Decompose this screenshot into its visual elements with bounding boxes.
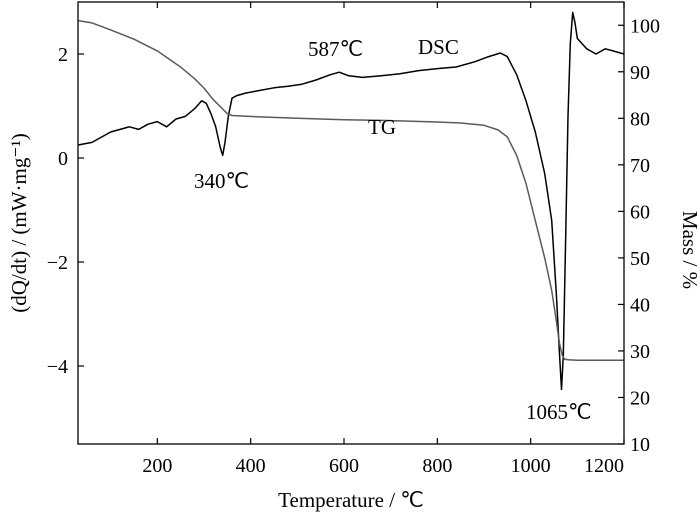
- x-tick-label: 1200: [584, 455, 624, 477]
- y-left-tick-label: 0: [58, 148, 68, 170]
- plot-frame: [77, 1, 625, 445]
- y-right-tick-label: 50: [630, 248, 650, 270]
- x-tick-label: 800: [422, 455, 452, 477]
- y-left-tick-label: −2: [47, 252, 68, 274]
- y-right-tick-label: 70: [630, 155, 650, 177]
- peak-340-label: 340℃: [194, 169, 249, 193]
- x-axis-title: Temperature / ℃: [278, 488, 424, 512]
- y-right-tick-label: 10: [630, 434, 650, 456]
- peak-1065-label: 1065℃: [526, 400, 592, 424]
- y-axis-right-title: Mass / %: [678, 211, 700, 289]
- x-tick-label: 600: [329, 455, 359, 477]
- x-tick-label: 400: [236, 455, 266, 477]
- y-right-tick-label: 60: [630, 201, 650, 223]
- y-right-tick-label: 80: [630, 108, 650, 130]
- y-right-tick-label: 40: [630, 294, 650, 316]
- y-right-tick-label: 100: [630, 15, 660, 37]
- y-axis-left-title: (dQ/dt) / (mW·mg⁻¹): [7, 133, 31, 313]
- tg-curve: [77, 19, 624, 362]
- x-tick-label: 1000: [511, 455, 551, 477]
- peak-587-label: 587℃: [308, 37, 363, 61]
- tg-series-label: TG: [368, 115, 396, 139]
- y-left-tick-label: 2: [58, 44, 68, 66]
- y-left-tick-label: −4: [47, 356, 68, 378]
- dsc-series-label: DSC: [418, 35, 459, 59]
- series-layer: [77, 11, 625, 391]
- y-right-tick-label: 20: [630, 387, 650, 409]
- y-right-tick-label: 30: [630, 341, 650, 363]
- tick-layer: 200 400 600 800 1000 1200 −4 −2 0 2 10 20 30 40 50 60 70…: [47, 2, 660, 477]
- y-right-tick-label: 90: [630, 62, 650, 84]
- x-tick-label: 200: [142, 455, 172, 477]
- dsc-curve: [77, 11, 625, 391]
